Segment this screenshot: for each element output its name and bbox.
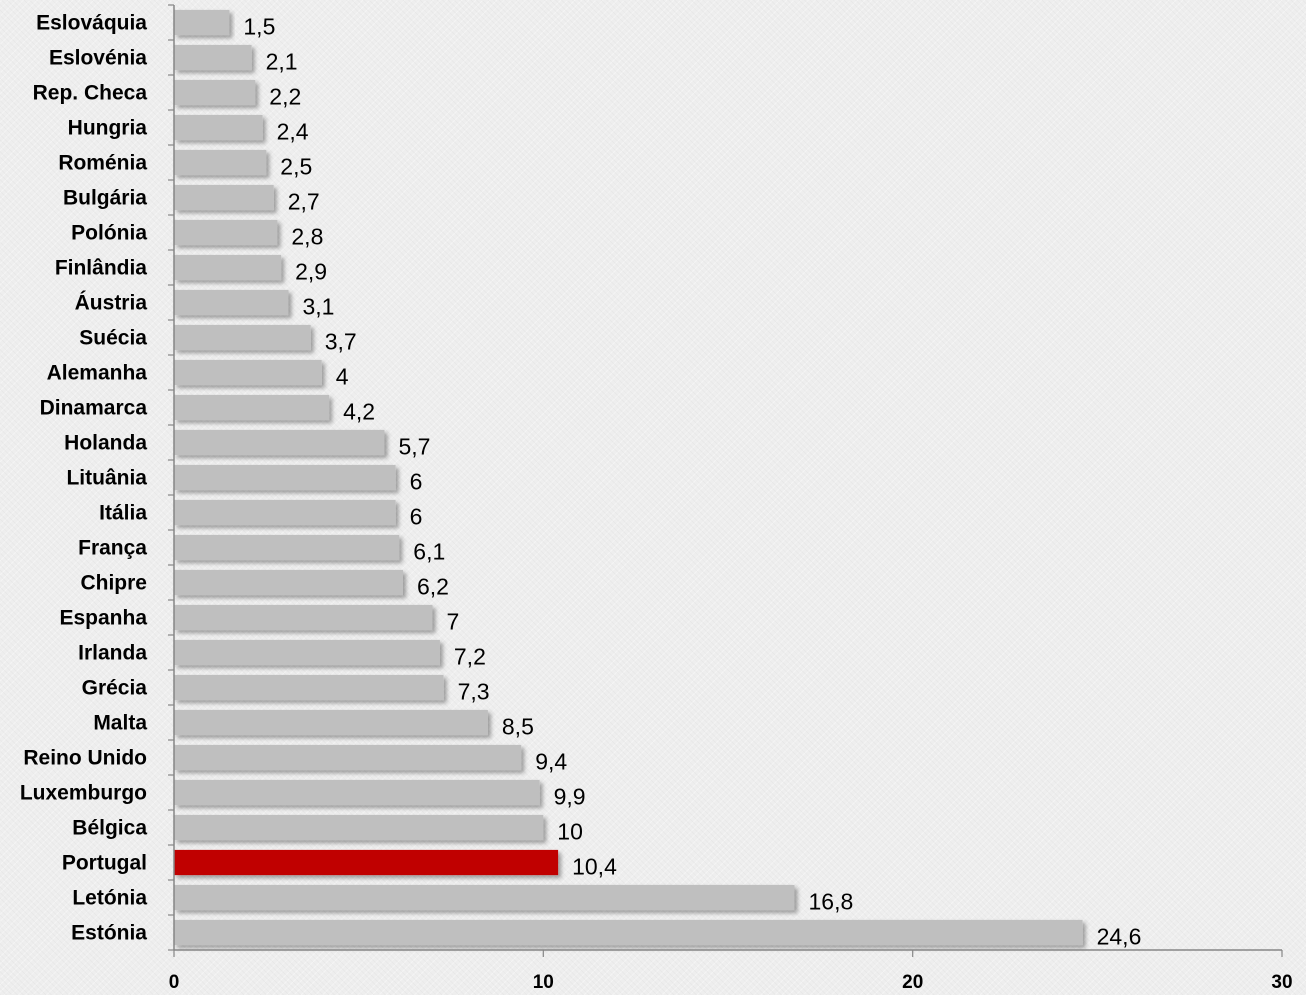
data-label: 6,1: [413, 539, 445, 565]
x-tick-label: 30: [1271, 972, 1292, 993]
x-tick-label: 20: [902, 972, 923, 993]
data-label: 9,9: [554, 784, 586, 810]
bar-lituânia: [174, 464, 396, 491]
data-label: 7,3: [458, 679, 490, 705]
data-label: 3,1: [303, 294, 335, 320]
category-label: França: [78, 537, 147, 560]
bar-espanha: [174, 604, 433, 631]
category-label: Lituânia: [66, 467, 147, 490]
data-label: 7: [447, 609, 460, 635]
category-label: Luxemburgo: [20, 782, 147, 805]
category-label: Eslovénia: [49, 47, 147, 70]
bar-grécia: [174, 674, 444, 701]
data-label: 2,7: [288, 189, 320, 215]
bar-suécia: [174, 324, 311, 351]
data-label: 2,9: [295, 259, 327, 285]
category-label: Dinamarca: [40, 397, 148, 420]
data-label: 2,1: [266, 49, 298, 75]
data-label: 24,6: [1097, 924, 1142, 950]
bar-polónia: [174, 219, 278, 246]
bar-hungria: [174, 114, 263, 141]
bar-roménia: [174, 149, 267, 176]
category-label: Polónia: [71, 222, 147, 245]
bar-letónia: [174, 884, 795, 911]
data-label: 10: [557, 819, 583, 845]
category-label: Espanha: [59, 607, 147, 630]
data-label: 2,5: [280, 154, 312, 180]
bar-eslovénia: [174, 44, 252, 71]
category-label: Suécia: [79, 327, 147, 350]
category-label: Alemanha: [47, 362, 148, 385]
category-label: Áustria: [75, 292, 148, 315]
data-label: 2,8: [291, 224, 323, 250]
category-label: Bélgica: [72, 817, 147, 840]
data-label: 16,8: [809, 889, 854, 915]
category-label: Rep. Checa: [33, 82, 148, 105]
labels-layer: Eslováquia 1,5 Eslovénia 2,1 Rep. Checa 2,2 Hu…: [20, 12, 1293, 994]
data-label: 4: [336, 364, 349, 390]
category-label: Finlândia: [55, 257, 147, 280]
category-label: Letónia: [72, 887, 147, 910]
category-label: Reino Unido: [23, 747, 147, 770]
category-label: Roménia: [58, 152, 147, 175]
data-label: 6: [410, 504, 423, 530]
bar-rep-checa: [174, 79, 256, 106]
data-label: 5,7: [399, 434, 431, 460]
category-label: Irlanda: [78, 642, 147, 665]
bar-áustria: [174, 289, 289, 316]
data-label: 2,4: [277, 119, 309, 145]
data-label: 9,4: [535, 749, 567, 775]
data-label: 6,2: [417, 574, 449, 600]
bar-bulgária: [174, 184, 274, 211]
category-label: Portugal: [62, 852, 147, 875]
bar-chipre: [174, 569, 403, 596]
category-label: Bulgária: [63, 187, 147, 210]
bar-frança: [174, 534, 400, 561]
bar-luxemburgo: [174, 779, 540, 806]
bar-reino-unido: [174, 744, 522, 771]
category-label: Itália: [99, 502, 147, 525]
category-label: Malta: [93, 712, 147, 735]
data-label: 7,2: [454, 644, 486, 670]
bar-portugal: [174, 849, 559, 876]
category-label: Hungria: [68, 117, 148, 140]
bar-eslováquia: [174, 9, 230, 36]
category-label: Chipre: [80, 572, 147, 595]
bars-layer: [174, 9, 1083, 946]
bar-estónia: [174, 919, 1083, 946]
x-tick-label: 0: [169, 972, 180, 993]
category-label: Eslováquia: [36, 12, 147, 35]
data-label: 1,5: [243, 14, 275, 40]
bar-irlanda: [174, 639, 440, 666]
data-label: 2,2: [269, 84, 301, 110]
axes-layer: [168, 4, 1283, 957]
bar-alemanha: [174, 359, 322, 386]
data-label: 8,5: [502, 714, 534, 740]
data-label: 4,2: [343, 399, 375, 425]
x-tick-label: 10: [533, 972, 554, 993]
bar-finlândia: [174, 254, 282, 281]
bar-bélgica: [174, 814, 544, 841]
data-label: 10,4: [572, 854, 617, 880]
category-label: Grécia: [82, 677, 148, 700]
category-label: Estónia: [71, 922, 147, 945]
bar-itália: [174, 499, 396, 526]
category-label: Holanda: [64, 432, 147, 455]
bar-dinamarca: [174, 394, 330, 421]
bar-malta: [174, 709, 488, 736]
data-label: 3,7: [325, 329, 357, 355]
data-label: 6: [410, 469, 423, 495]
bar-holanda: [174, 429, 385, 456]
